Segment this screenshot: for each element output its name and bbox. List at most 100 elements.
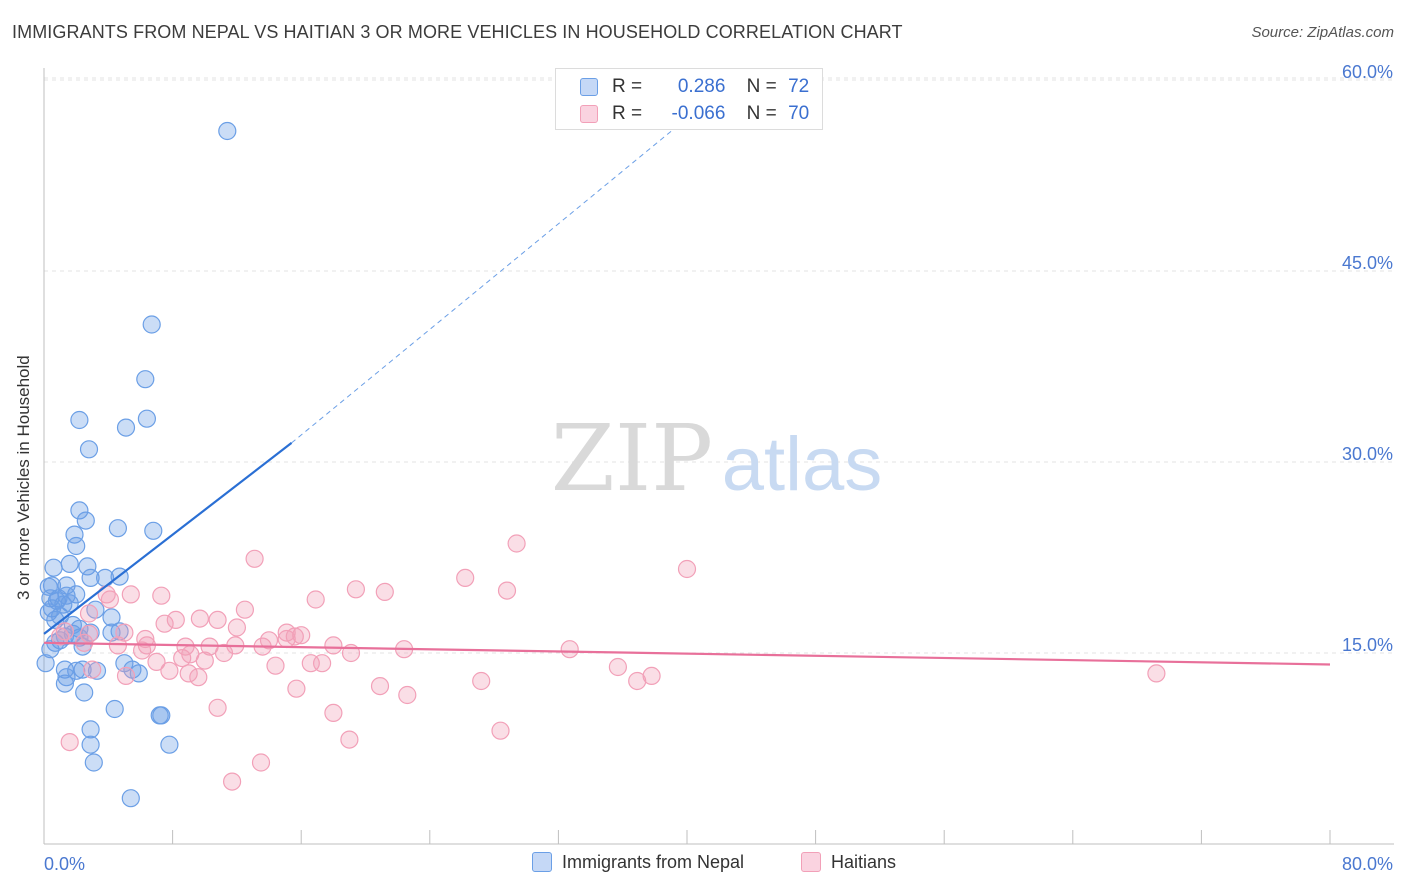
nepal-point <box>73 660 92 679</box>
haitians-point <box>116 666 136 686</box>
nepal-point <box>136 370 155 389</box>
haitians-point <box>147 652 166 672</box>
haitians-point <box>251 753 271 772</box>
watermark-atlas: atlas <box>722 422 883 507</box>
haitians-point <box>608 657 628 677</box>
nepal-point <box>54 595 73 614</box>
nepal-point <box>144 521 163 540</box>
haitians-point <box>108 636 128 655</box>
nepal-trend-line <box>43 442 293 635</box>
x-tick-label-max: 80.0% <box>1342 854 1393 874</box>
nepal-point <box>137 409 156 428</box>
y-axis-label: 3 or more Vehicles in Household <box>14 355 33 600</box>
n-label: N = <box>746 76 777 97</box>
haitians-point <box>121 585 140 604</box>
nepal-point <box>160 735 179 754</box>
haitians-point <box>100 590 120 609</box>
series-nepal-points <box>36 121 237 808</box>
haitians-point <box>507 534 526 553</box>
trend-lines <box>43 117 1331 666</box>
source-label: Source: ZipAtlas.com <box>1251 24 1394 41</box>
r-value-haitians: -0.066 <box>671 103 726 124</box>
haitians-point <box>227 618 246 637</box>
nepal-point <box>102 608 121 627</box>
haitians-point <box>189 668 208 687</box>
nepal-point <box>65 525 84 544</box>
grid-lines <box>44 77 1394 654</box>
haitians-point <box>181 645 200 664</box>
x-tick-labels: 0.0% 80.0% <box>44 854 1393 874</box>
nepal-point <box>67 661 86 680</box>
nepal-point <box>76 511 95 530</box>
nepal-swatch <box>580 78 598 96</box>
haitians-point <box>208 698 227 717</box>
nepal-point <box>81 720 100 739</box>
watermark-zip: ZIP <box>551 405 713 512</box>
legend-label-haitians: Haitians <box>831 852 897 872</box>
haitians-point <box>133 641 152 660</box>
haitians-point <box>208 610 227 630</box>
r-value-nepal: 0.286 <box>677 76 726 97</box>
nepal-point <box>152 706 171 725</box>
y-tick-label-60: 60.0% <box>1342 62 1393 82</box>
haitians-point <box>628 671 647 691</box>
y-tick-label-30: 30.0% <box>1342 444 1393 464</box>
haitians-point <box>472 671 491 691</box>
nepal-point <box>55 674 75 693</box>
nepal-legend-swatch <box>532 852 552 872</box>
nepal-point <box>75 683 94 702</box>
nepal-point <box>39 603 58 622</box>
series-haitians-points <box>50 534 1166 791</box>
haitians-legend-swatch <box>801 852 821 872</box>
n-label: N = <box>746 103 777 124</box>
haitians-point <box>166 610 185 630</box>
haitians-trend-line <box>43 641 1331 666</box>
y-tick-label-45: 45.0% <box>1342 253 1393 273</box>
haitians-point <box>79 604 99 623</box>
nepal-point <box>60 594 79 613</box>
y-tick-labels: 15.0% 30.0% 45.0% 60.0% <box>1342 62 1393 655</box>
haitians-point <box>83 660 102 679</box>
chart-title: IMMIGRANTS FROM NEPAL VS HAITIAN 3 OR MO… <box>12 22 903 42</box>
haitians-point <box>491 721 510 740</box>
nepal-point <box>84 753 103 772</box>
nepal-point <box>105 699 124 719</box>
nepal-point <box>95 568 115 588</box>
haitians-swatch <box>580 105 598 123</box>
haitians-point <box>677 559 697 579</box>
haitians-point <box>79 624 99 644</box>
correlation-legend: R = 0.286 N = 72 R = -0.066 N = 70 <box>555 68 823 130</box>
nepal-point <box>44 558 63 577</box>
haitians-point <box>375 582 394 602</box>
haitians-point <box>287 679 306 698</box>
haitians-point <box>223 772 242 791</box>
y-axis-label-wrap: 3 or more Vehicles in Household <box>14 355 34 620</box>
haitians-point <box>214 643 234 663</box>
haitians-point <box>155 614 174 633</box>
nepal-point <box>78 557 97 576</box>
nepal-point <box>70 410 89 430</box>
nepal-point <box>108 519 128 538</box>
haitians-point <box>136 629 155 649</box>
n-value-haitians: 70 <box>788 103 810 124</box>
haitians-point <box>235 600 254 619</box>
haitians-point <box>313 654 332 673</box>
haitians-point <box>60 732 79 752</box>
haitians-point <box>152 586 171 605</box>
legend-item-haitians: Haitians <box>801 852 896 873</box>
nepal-point <box>57 668 76 687</box>
axes <box>43 68 1394 845</box>
nepal-point <box>41 640 60 659</box>
nepal-point <box>67 585 86 604</box>
haitians-point <box>324 703 343 723</box>
y-tick-label-15: 15.0% <box>1342 635 1393 655</box>
haitians-point <box>277 629 296 649</box>
haitians-point <box>560 640 579 659</box>
haitians-point <box>456 568 475 588</box>
haitians-point <box>1147 664 1166 683</box>
nepal-point <box>67 536 86 556</box>
haitians-point <box>370 676 390 696</box>
nepal-point <box>142 315 161 334</box>
nepal-point <box>81 735 100 754</box>
haitians-point <box>160 661 179 680</box>
